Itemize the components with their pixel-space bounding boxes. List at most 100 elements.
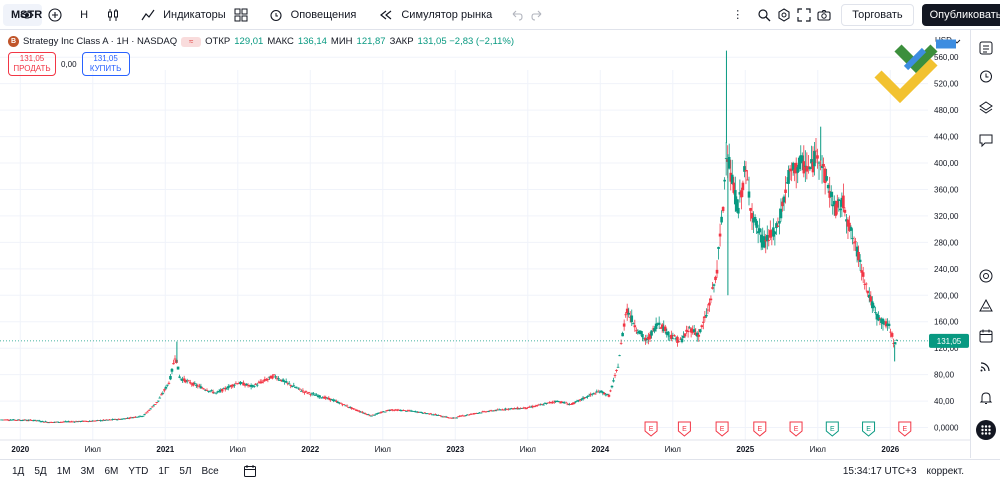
adjust-toggle[interactable]: коррект. [926, 465, 964, 477]
layers-icon[interactable] [976, 98, 996, 118]
candle-body [802, 161, 806, 174]
candle-body [805, 166, 809, 172]
interval-button[interactable]: H [72, 3, 96, 27]
bell-icon[interactable] [976, 388, 996, 408]
settings-gear-icon[interactable] [777, 5, 791, 25]
candle-body [479, 412, 483, 414]
earnings-marker[interactable]: E [898, 421, 912, 437]
quick-search-icon[interactable] [757, 5, 771, 25]
fullscreen-icon[interactable] [797, 5, 811, 25]
buy-button[interactable]: 131,05 КУПИТЬ [81, 52, 130, 76]
earnings-marker[interactable]: E [644, 421, 658, 437]
candle-body [412, 410, 416, 412]
candle-body [682, 335, 685, 338]
range-button[interactable]: 1Д [12, 465, 25, 477]
apps-grid-icon[interactable] [976, 420, 996, 440]
replay-button[interactable]: Симулятор рынка [368, 3, 500, 27]
clock-display[interactable]: 15:34:17 UTC+3 [842, 465, 917, 477]
top-toolbar: MSTR H Индикаторы Оповещения Симулятор р… [0, 0, 1000, 30]
candle-body [115, 419, 119, 421]
candle-body [878, 318, 882, 320]
time-tick-label: Июл [375, 445, 392, 454]
candle-body [345, 405, 349, 407]
candle-body [560, 401, 564, 404]
eye-icon[interactable] [20, 5, 34, 25]
range-button[interactable]: 3М [80, 465, 95, 477]
candle-body [528, 406, 532, 408]
time-axis[interactable]: 2020 Июл 2021 Июл 2022 Июл 2023 Июл 2024 Июл 2025 И… [0, 439, 970, 454]
candle-body [852, 242, 856, 244]
indicators-button[interactable]: Индикаторы [130, 3, 234, 27]
range-button[interactable]: 1М [56, 465, 71, 477]
candle-body [564, 402, 568, 404]
date-range-icon[interactable] [240, 461, 260, 481]
candle-body [213, 392, 216, 394]
camera-icon[interactable] [817, 5, 831, 25]
candle-body [0, 419, 3, 421]
sell-button[interactable]: 131,05 ПРОДАТЬ [8, 52, 56, 76]
earnings-marker[interactable]: E [677, 421, 691, 437]
alerts-button[interactable]: Оповещения [258, 3, 365, 27]
layout-grid-icon[interactable] [234, 5, 248, 25]
trade-button[interactable]: Торговать [841, 3, 914, 26]
candle-body [720, 216, 723, 223]
redo-icon[interactable] [530, 5, 544, 25]
earnings-marker[interactable]: E [715, 421, 729, 437]
candle-body [534, 405, 538, 407]
candle-body [790, 169, 793, 171]
broadcast-icon[interactable] [976, 356, 996, 376]
candle-body [735, 199, 739, 212]
candle-body [15, 420, 18, 421]
more-dots-icon[interactable]: ⋮ [732, 9, 744, 21]
candle-body [673, 335, 676, 336]
candle-body [379, 412, 382, 414]
time-tick-label: 2021 [156, 445, 174, 454]
price-chart[interactable]: E E E E E E E E USD 560,00520,00480,00440,00400… [0, 30, 970, 458]
candle-body [536, 404, 539, 406]
candle-body [338, 402, 341, 404]
range-button[interactable]: 5Д [34, 465, 47, 477]
interval-label: H [80, 8, 89, 21]
undo-icon[interactable] [510, 5, 524, 25]
pine-editor-icon[interactable] [976, 296, 996, 316]
price-tick-label: 280,00 [934, 238, 959, 247]
candles-icon[interactable] [106, 5, 120, 25]
candle-body [357, 410, 361, 412]
earnings-badge [644, 421, 658, 437]
range-button[interactable]: 1Г [158, 465, 170, 477]
candle-body [756, 231, 760, 234]
alerts-clock-icon[interactable] [976, 66, 996, 86]
range-button[interactable]: 6М [104, 465, 119, 477]
candle-body [631, 323, 635, 325]
candle-body [281, 379, 285, 382]
candle-body [764, 240, 768, 242]
candle-body [230, 385, 233, 387]
earnings-marker[interactable]: E [753, 421, 767, 437]
range-button[interactable]: Все [201, 465, 219, 477]
compare-add-icon[interactable] [48, 5, 62, 25]
candle-body [630, 315, 634, 323]
candle-body [255, 384, 259, 386]
candle-body [310, 393, 314, 395]
publish-button[interactable]: Опубликовать [921, 3, 1000, 26]
range-button[interactable]: YTD [128, 465, 149, 477]
time-tick-label: Июл [665, 445, 682, 454]
trade-label: Торговать [852, 8, 903, 21]
chat-icon[interactable] [976, 130, 996, 150]
earnings-letter: E [866, 426, 871, 433]
candle-body [91, 420, 95, 422]
candle-body [514, 408, 518, 410]
candle-body [464, 415, 468, 417]
target-icon[interactable] [976, 266, 996, 286]
earnings-marker[interactable]: E [825, 421, 839, 437]
price-axis[interactable]: USD 560,00520,00480,00440,00400,00360,00… [928, 30, 970, 440]
candle-body [332, 399, 335, 401]
bottom-bar: 1Д 5Д 1М 3М 6М YTD 1Г 5Л Все 15:34:17 UTC+3 корр… [0, 459, 1000, 482]
calendar-icon[interactable] [976, 326, 996, 346]
candle-body [861, 272, 865, 277]
symbol-title[interactable]: Strategy Inc Class A · 1H · NASDAQ [23, 36, 178, 47]
earnings-marker[interactable]: E [862, 421, 876, 437]
watchlist-icon[interactable] [976, 38, 996, 58]
earnings-marker[interactable]: E [789, 421, 803, 437]
range-button[interactable]: 5Л [179, 465, 192, 477]
